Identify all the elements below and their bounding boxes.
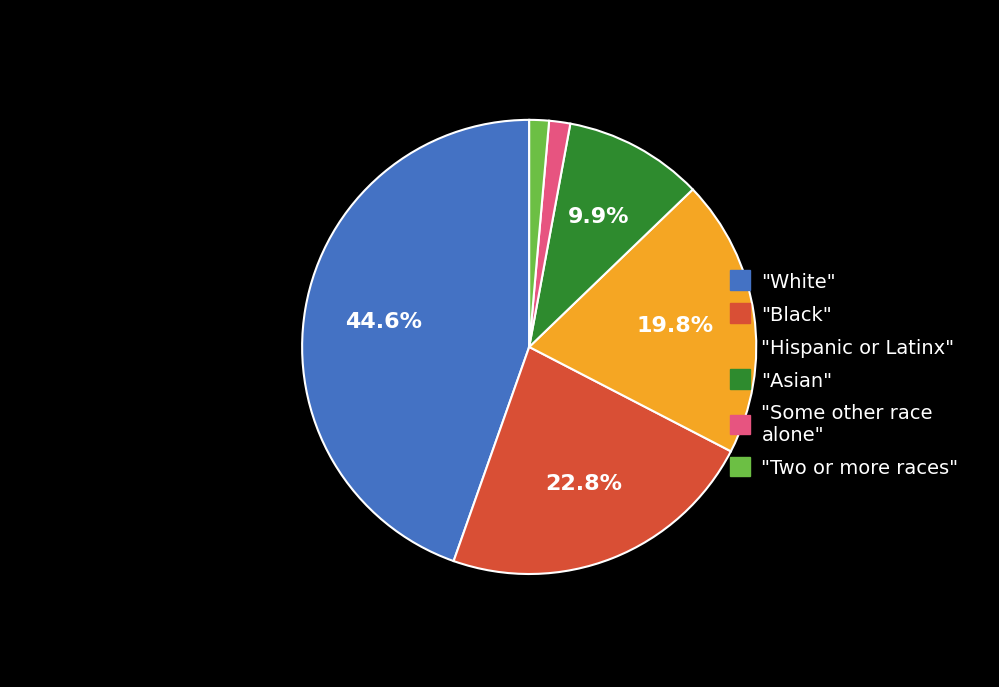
Wedge shape: [302, 120, 529, 561]
Wedge shape: [529, 190, 756, 451]
Legend: "White", "Black", "Hispanic or Latinx", "Asian", "Some other race
alone", "Two o: "White", "Black", "Hispanic or Latinx", …: [720, 262, 968, 488]
Wedge shape: [529, 121, 570, 347]
Text: 9.9%: 9.9%: [568, 207, 629, 227]
Text: 19.8%: 19.8%: [636, 316, 714, 336]
Wedge shape: [529, 124, 692, 347]
Wedge shape: [529, 120, 549, 347]
Wedge shape: [454, 347, 731, 574]
Text: 22.8%: 22.8%: [545, 474, 622, 494]
Text: 44.6%: 44.6%: [346, 312, 423, 332]
